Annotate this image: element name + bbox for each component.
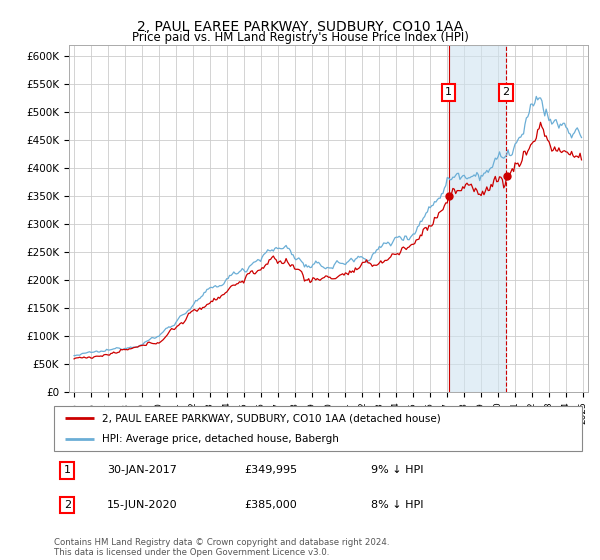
Text: 1: 1 [64, 465, 71, 475]
Text: 2: 2 [502, 87, 509, 97]
Text: 2: 2 [64, 500, 71, 510]
Text: 30-JAN-2017: 30-JAN-2017 [107, 465, 176, 475]
Text: 1: 1 [445, 87, 452, 97]
Text: 15-JUN-2020: 15-JUN-2020 [107, 500, 178, 510]
Text: £349,995: £349,995 [244, 465, 297, 475]
Text: 8% ↓ HPI: 8% ↓ HPI [371, 500, 424, 510]
Text: 2, PAUL EAREE PARKWAY, SUDBURY, CO10 1AA: 2, PAUL EAREE PARKWAY, SUDBURY, CO10 1AA [137, 20, 463, 34]
Text: Price paid vs. HM Land Registry's House Price Index (HPI): Price paid vs. HM Land Registry's House … [131, 31, 469, 44]
Bar [449, 45, 506, 392]
Text: £385,000: £385,000 [244, 500, 297, 510]
Text: 9% ↓ HPI: 9% ↓ HPI [371, 465, 424, 475]
Text: 2, PAUL EAREE PARKWAY, SUDBURY, CO10 1AA (detached house): 2, PAUL EAREE PARKWAY, SUDBURY, CO10 1AA… [101, 413, 440, 423]
Text: HPI: Average price, detached house, Babergh: HPI: Average price, detached house, Babe… [101, 433, 338, 444]
Text: Contains HM Land Registry data © Crown copyright and database right 2024.
This d: Contains HM Land Registry data © Crown c… [54, 538, 389, 557]
